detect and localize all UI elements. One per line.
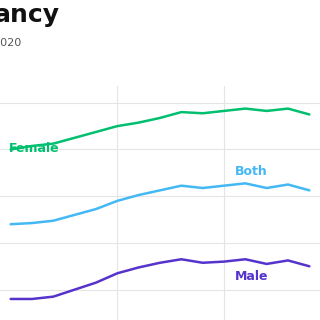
Text: ancy: ancy [0,3,60,27]
Text: Male: Male [235,270,268,283]
Text: Both: Both [235,164,268,178]
Text: Female: Female [9,142,59,155]
Text: 2020: 2020 [0,38,22,48]
